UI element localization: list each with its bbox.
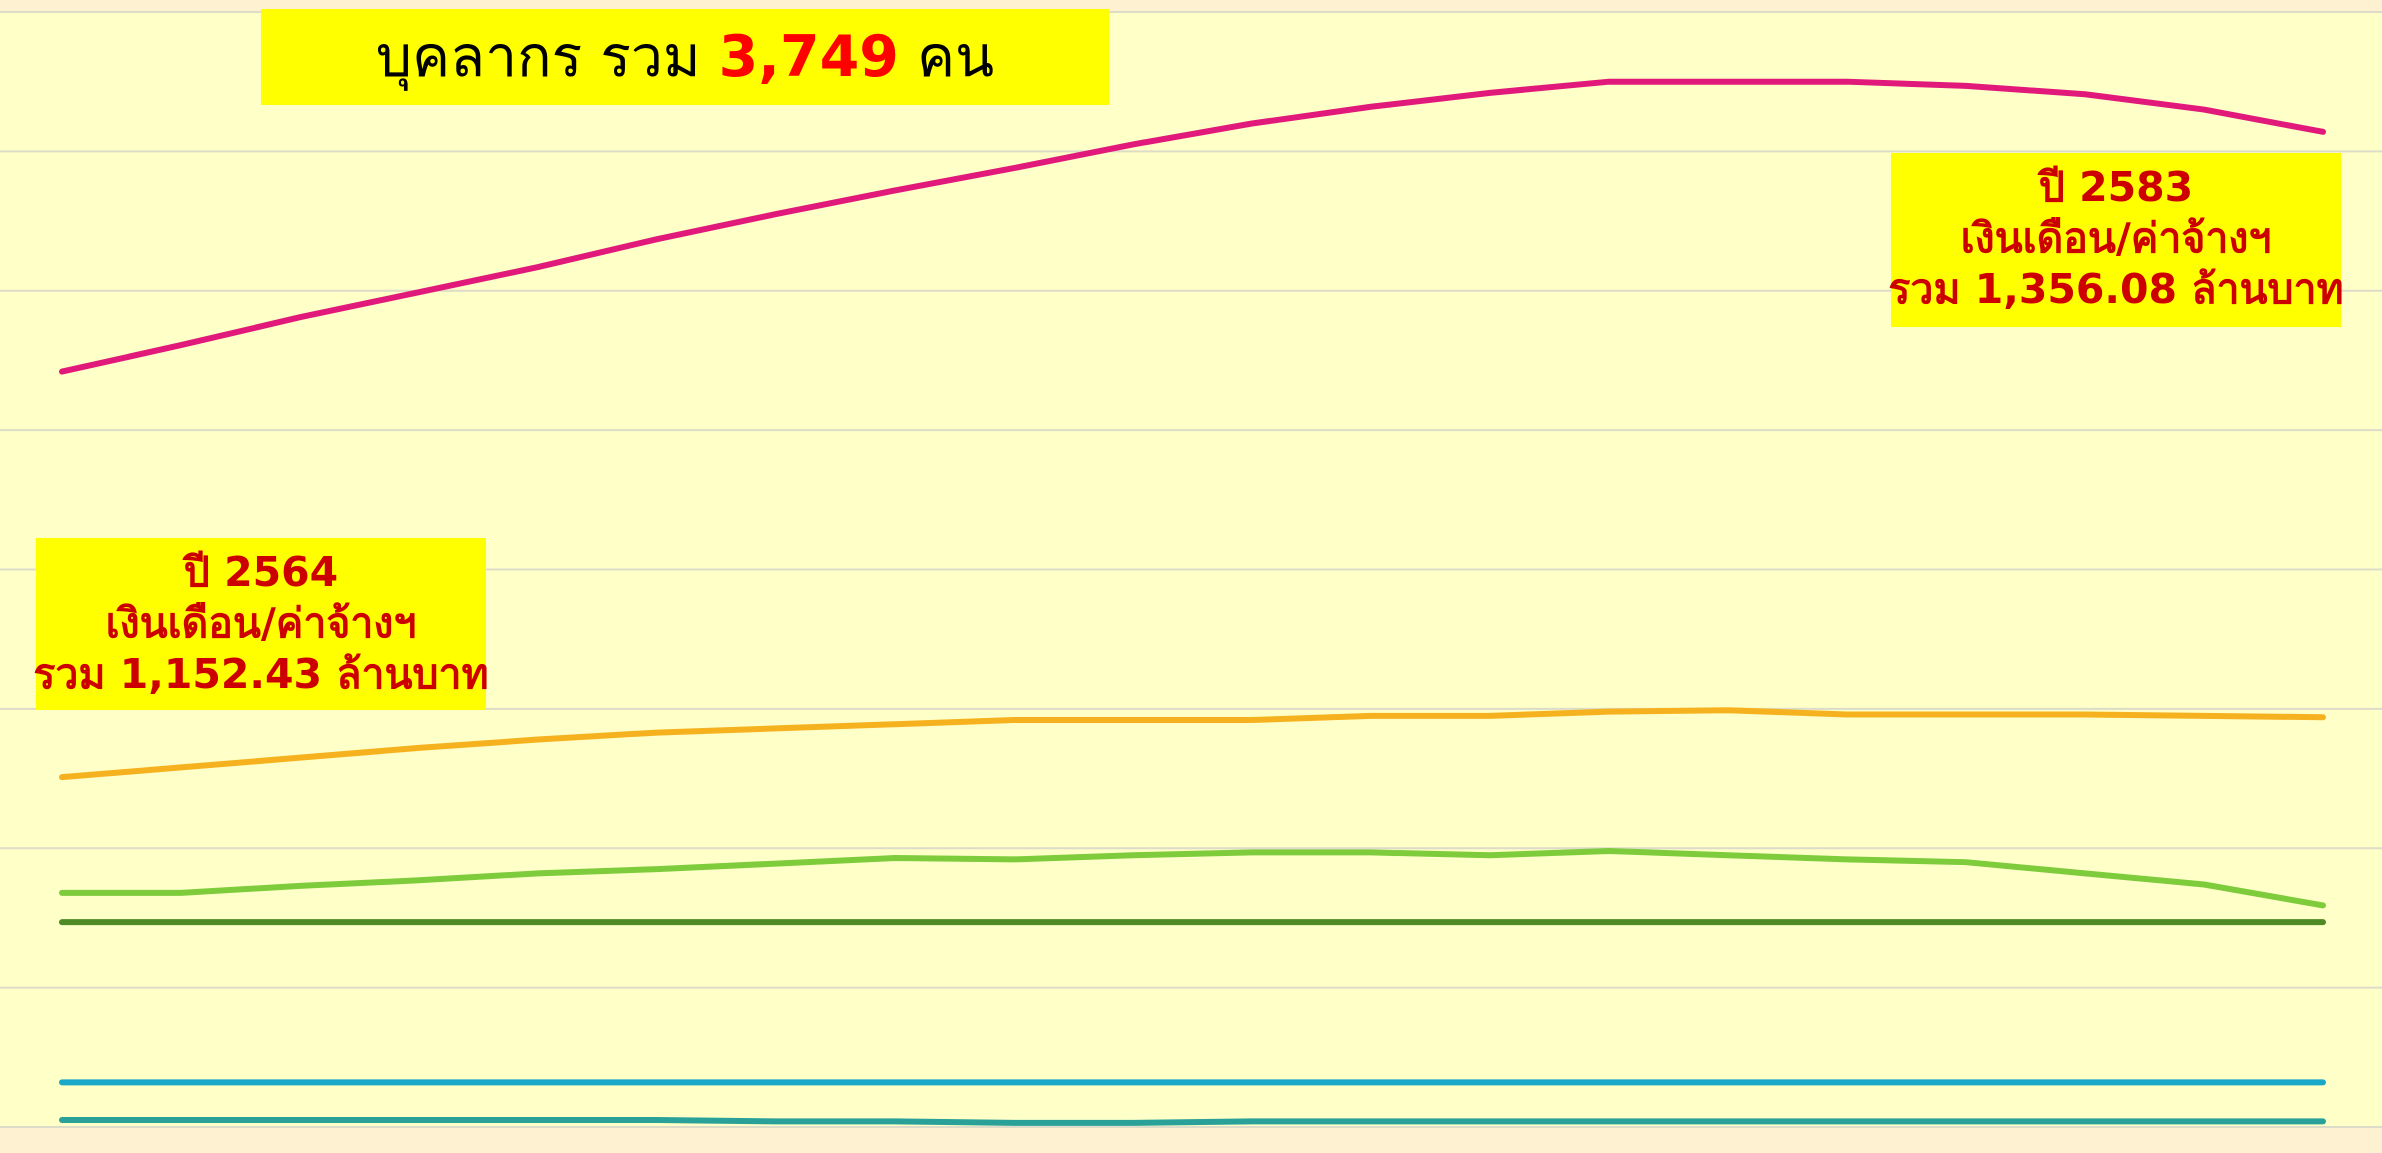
chart-title: บุคลากร รวม 3,749 คน bbox=[376, 24, 994, 92]
annotation-line: เงินเดือน/ค่าจ้างฯ bbox=[106, 599, 417, 647]
title-number: 3,749 bbox=[719, 24, 899, 90]
annotation-line: ปี 2564 bbox=[182, 548, 338, 596]
annotation-box bbox=[1891, 153, 2341, 327]
annotation-box bbox=[36, 538, 486, 710]
title-part: บุคลากร รวม bbox=[376, 24, 719, 92]
annotation-line: รวม 1,152.43 ล้านบาท bbox=[33, 650, 488, 698]
annotation-line: เงินเดือน/ค่าจ้างฯ bbox=[1961, 214, 2272, 262]
series-line bbox=[59, 1117, 2326, 1126]
annotation-line: รวม 1,356.08 ล้านบาท bbox=[1888, 265, 2343, 313]
lines bbox=[59, 78, 2326, 1126]
annotation-line: ปี 2583 bbox=[2037, 163, 2193, 211]
title-box bbox=[261, 9, 1109, 105]
series-line bbox=[59, 78, 2326, 375]
series-line bbox=[59, 707, 2326, 781]
title-part: คน bbox=[899, 24, 994, 90]
series-line bbox=[59, 848, 2326, 909]
